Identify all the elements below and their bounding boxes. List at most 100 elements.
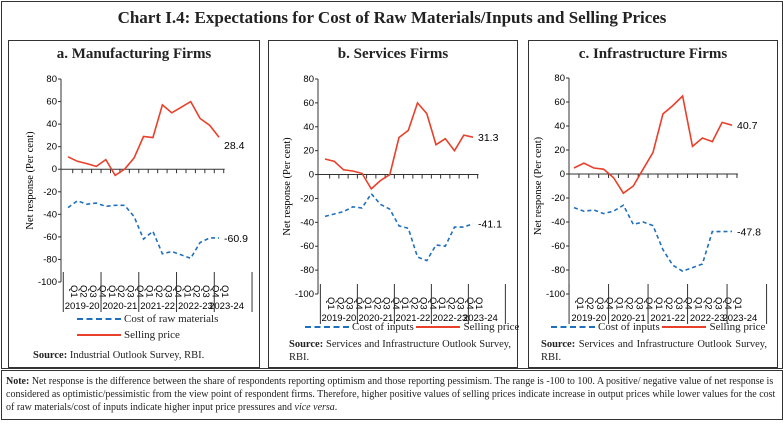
legend-selling: Selling price xyxy=(77,329,180,341)
end-data-label: 40.7 xyxy=(737,120,758,132)
source: Source: Services and Infrastructure Outl… xyxy=(289,338,511,364)
legend-solid-line-icon xyxy=(662,326,707,329)
x-tick-label: Q2 xyxy=(408,297,419,310)
legend-dashed-line-icon xyxy=(551,326,595,329)
cost-line xyxy=(67,199,220,260)
x-tick-label: Q4 xyxy=(722,297,733,310)
x-year-label: 2023-24 xyxy=(209,301,244,312)
x-tick-label: Q1 xyxy=(693,297,704,310)
x-tick-label: Q2 xyxy=(663,297,674,310)
figure-frame xyxy=(1,1,783,369)
x-year-label: 2023-24 xyxy=(722,313,757,324)
x-year-label: 2022-23 xyxy=(432,313,467,324)
y-tick-label: 60 xyxy=(303,98,314,109)
x-tick-label: Q1 xyxy=(68,285,79,298)
y-tick-label: 0 xyxy=(309,170,314,181)
x-year-label: 2020-21 xyxy=(611,313,646,324)
x-tick-label: Q1 xyxy=(653,297,664,310)
x-tick-label: Q2 xyxy=(115,285,126,298)
y-tick-label: -60 xyxy=(300,241,314,252)
x-year-label: 2020-21 xyxy=(102,301,137,312)
y-tick-label: -40 xyxy=(551,217,565,228)
end-data-label: -47.8 xyxy=(737,226,761,238)
y-tick-label: -40 xyxy=(43,209,57,220)
y-tick-label: -80 xyxy=(43,254,57,265)
x-tick-label: Q1 xyxy=(144,285,155,298)
source: Source: Services and Infrastructure Outl… xyxy=(541,338,767,364)
source-text: Industrial Outlook Survey, RBI. xyxy=(69,350,205,361)
legend-label: Cost of inputs xyxy=(352,321,414,333)
x-year-label: 2019-20 xyxy=(571,313,606,324)
chart-manufacturing: 80 60 40 20 0 -20 -40 -60 -80 -100 Net response (P… xyxy=(25,74,253,312)
panel-manufacturing: a. Manufacturing Firms 80 60 40 20 0 -20 -40 -6… xyxy=(8,40,260,368)
y-tick-label: 80 xyxy=(303,74,314,85)
x-tick-label: Q2 xyxy=(191,285,202,298)
y-tick-label: -80 xyxy=(551,265,565,276)
x-tick-label: Q1 xyxy=(614,297,625,310)
x-tick-label: Q4 xyxy=(427,297,438,310)
x-tick-label: Q4 xyxy=(134,285,145,298)
x-tick-label: Q4 xyxy=(390,297,401,310)
chart-services: 80 60 40 20 0 -20 -40 -60 -80 -100 Net response (P… xyxy=(282,74,506,324)
x-tick-label: Q2 xyxy=(153,285,164,298)
panel-title: b. Services Firms xyxy=(337,46,449,62)
y-tick-label: 20 xyxy=(554,145,565,156)
x-tick-label: Q4 xyxy=(464,297,475,310)
x-tick-label: Q3 xyxy=(381,297,392,310)
x-year-label: 2021-22 xyxy=(650,313,685,324)
x-tick-label: Q2 xyxy=(584,297,595,310)
legend: Cost of inputs Selling price xyxy=(305,321,519,333)
y-tick-label: 20 xyxy=(303,146,314,157)
y-tick-label: 40 xyxy=(554,121,565,132)
x-tick-label: Q2 xyxy=(445,297,456,310)
x-year-label: 2019-20 xyxy=(65,301,100,312)
end-data-label: -60.9 xyxy=(224,233,248,245)
x-tick-label: Q3 xyxy=(200,285,211,298)
panel-title: a. Manufacturing Firms xyxy=(56,46,212,62)
source-label: Source: xyxy=(289,339,324,350)
note: Note: Net response is the difference bet… xyxy=(1,370,783,420)
y-tick-label: 80 xyxy=(554,73,565,84)
source-text: Services and Infrastructure Outlook Surv… xyxy=(289,339,511,363)
source-label: Source: xyxy=(33,350,68,361)
note-label: Note: xyxy=(6,376,30,387)
x-tick-label: Q3 xyxy=(594,297,605,310)
x-tick-label: Q4 xyxy=(353,297,364,310)
x-tick-label: Q2 xyxy=(371,297,382,310)
legend-label: Cost of inputs xyxy=(598,321,660,333)
x-tick-label: Q4 xyxy=(604,297,615,310)
legend-label: Selling price xyxy=(463,321,520,333)
x-tick-label: Q2 xyxy=(77,285,88,298)
y-tick-label: -80 xyxy=(300,265,314,276)
note-italic: vice versa xyxy=(294,402,335,413)
x-tick-label: Q3 xyxy=(125,285,136,298)
y-tick-label: 0 xyxy=(560,169,565,180)
y-axis-label: Net response (Per cent) xyxy=(25,131,36,230)
x-tick-label: Q1 xyxy=(473,297,484,310)
y-tick-label: 60 xyxy=(554,97,565,108)
y-tick-label: 40 xyxy=(46,119,57,130)
x-tick-label: Q1 xyxy=(219,285,230,298)
legend-solid-line-icon xyxy=(77,334,121,337)
source-label: Source: xyxy=(541,339,576,350)
y-tick-label: -60 xyxy=(43,232,57,243)
legend-cost: Cost of raw materials xyxy=(77,313,218,325)
x-tick-label: Q2 xyxy=(623,297,634,310)
note-text-end: . xyxy=(334,402,338,413)
x-tick-label: Q4 xyxy=(96,285,107,298)
selling-price-line xyxy=(573,94,733,195)
figure-title: Chart I.4: Expectations for Cost of Raw … xyxy=(117,8,667,27)
x-tick-label: Q1 xyxy=(436,297,447,310)
cost-line xyxy=(324,192,474,262)
y-tick-label: -100 xyxy=(38,277,57,288)
y-tick-label: 60 xyxy=(46,97,57,108)
x-year-label: 2020-21 xyxy=(358,313,393,324)
x-tick-label: Q1 xyxy=(362,297,373,310)
x-tick-label: Q2 xyxy=(702,297,713,310)
x-tick-label: Q3 xyxy=(712,297,723,310)
x-tick-label: Q1 xyxy=(732,297,743,310)
x-tick-label: Q1 xyxy=(399,297,410,310)
panel-title: c. Infrastructure Firms xyxy=(578,46,728,62)
x-tick-label: Q3 xyxy=(87,285,98,298)
